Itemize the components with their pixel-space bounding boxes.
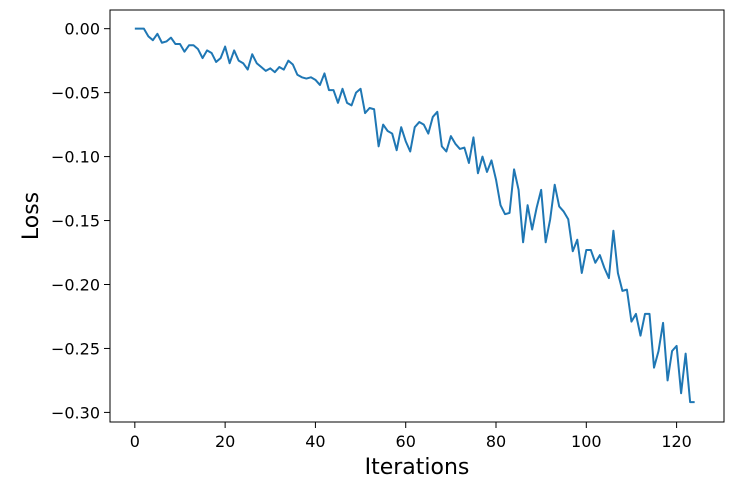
y-tick-label: −0.15 [51,212,100,231]
y-tick-label: −0.25 [51,339,100,358]
x-tick-label: 20 [215,432,235,451]
x-axis-label: Iterations [365,455,470,480]
x-tick-label: 60 [396,432,416,451]
x-tick-label: 120 [661,432,692,451]
y-tick-label: −0.30 [51,403,100,422]
x-tick-label: 40 [305,432,325,451]
x-tick-label: 0 [130,432,140,451]
y-tick-label: −0.10 [51,148,100,167]
y-tick-label: −0.05 [51,84,100,103]
y-axis: 0.00 −0.05 −0.10 −0.15 −0.20 −0.25 −0.30 [51,20,110,422]
y-tick-label: −0.20 [51,275,100,294]
series-line-0 [134,27,695,404]
x-tick-label: 80 [486,432,506,451]
y-tick-label: 0.00 [64,20,100,39]
plot-frame [109,9,725,423]
x-axis: 0 20 40 60 80 100 120 [130,422,692,451]
plot-area [134,27,695,404]
y-axis-label: Loss [19,192,44,240]
x-tick-label: 100 [571,432,602,451]
